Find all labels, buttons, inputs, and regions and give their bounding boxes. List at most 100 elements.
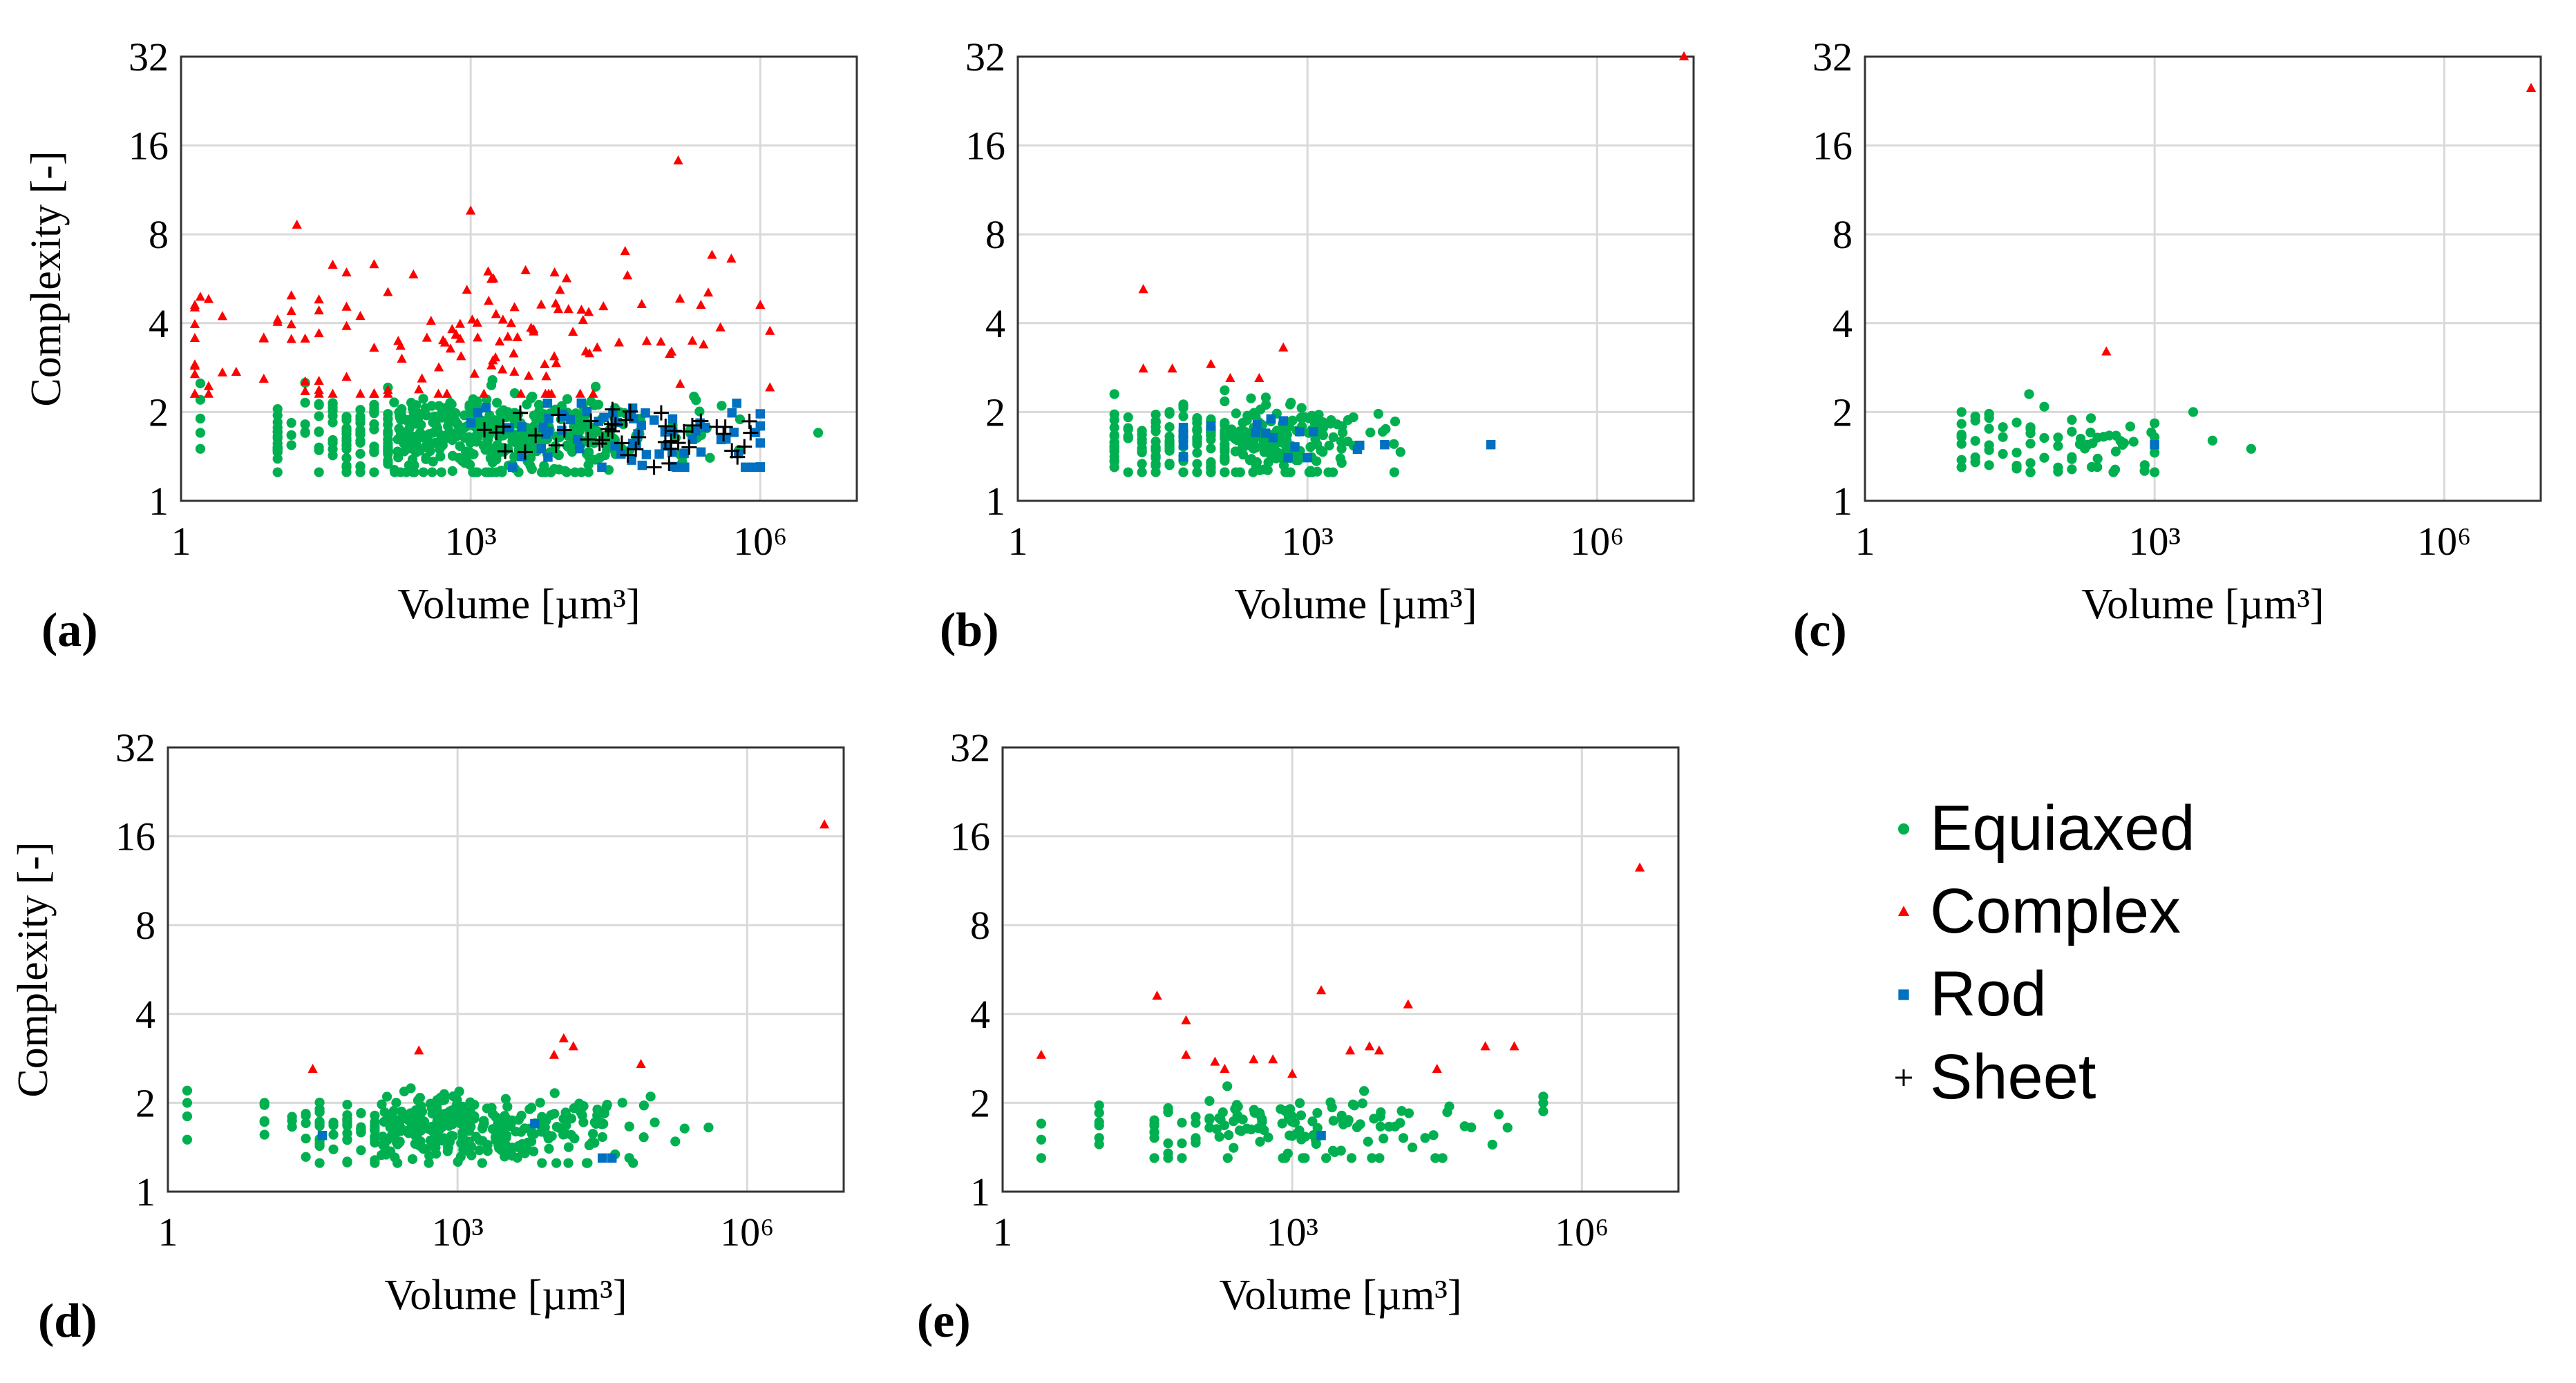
data-point [724,443,740,459]
data-point [748,462,757,473]
data-point [650,1117,660,1127]
legend-item-equiaxed: Equiaxed [1897,793,2195,864]
data-point [369,467,379,477]
data-point [2110,446,2121,457]
data-point [1328,1116,1338,1126]
data-point [1357,1098,1367,1109]
data-point [441,409,452,419]
data-point [1234,432,1244,443]
data-point [425,446,435,457]
data-point [397,404,407,414]
data-point [466,418,476,428]
data-point [1238,417,1248,428]
x-tick-label: 1 [1008,519,1028,564]
data-point [286,319,296,329]
data-point [1328,432,1338,443]
data-point [195,378,206,389]
series-equiaxed [1036,1081,1549,1163]
data-point [654,449,664,459]
data-point [473,432,483,443]
data-point [498,1147,509,1157]
data-point [445,343,456,353]
data-point [1367,1153,1377,1163]
data-point [516,1110,527,1121]
data-point [813,428,824,438]
data-point [1192,432,1202,443]
data-point [1364,1041,1375,1051]
data-point [317,1130,328,1141]
data-point [726,254,737,263]
data-point [189,318,200,328]
data-point [1271,453,1281,464]
data-point [540,388,551,398]
data-point [328,403,338,413]
data-point [1036,1134,1047,1145]
y-tick-label: 32 [950,725,990,770]
data-point [395,1126,406,1136]
data-point [1181,1049,1191,1059]
y-tick-label: 1 [985,479,1005,524]
data-point [578,1117,589,1127]
data-point [590,381,601,392]
data-point [1303,452,1312,463]
data-point [412,1131,422,1141]
plot-frame [167,746,845,1193]
data-point [631,429,647,445]
data-point [300,419,310,430]
data-point [486,274,497,283]
data-point [479,388,489,398]
data-point [661,455,677,471]
data-point [1343,414,1354,426]
data-point [447,466,457,476]
data-point [562,441,573,452]
data-point [383,287,393,296]
data-point [675,379,685,388]
series-sheet [477,401,759,475]
data-point [1123,424,1133,435]
data-point [1192,448,1202,458]
data-point [328,417,338,428]
data-point [1430,1153,1441,1163]
data-point [2067,414,2077,425]
data-point [543,452,553,462]
data-point [548,437,564,453]
data-point [2053,432,2063,443]
data-point [370,1117,380,1127]
data-point [2067,464,2077,475]
data-point [2053,462,2063,473]
panel-label: (e) [917,1295,971,1348]
data-point [1109,414,1119,426]
plot-frame [1864,55,2542,502]
series-complex [307,819,830,1073]
data-point [341,452,352,464]
data-point [628,441,644,457]
data-point [618,412,634,428]
data-point [1220,467,1230,477]
data-point [2092,432,2103,443]
data-point [1234,1125,1245,1136]
data-point [1502,1123,1513,1133]
data-point [1222,1153,1233,1163]
data-point [314,1116,325,1127]
panel-label: (c) [1793,604,1847,657]
data-point [1336,436,1347,447]
data-point [195,428,206,438]
data-point [370,1124,380,1134]
data-point [622,270,633,280]
data-point [300,385,310,395]
data-point [428,412,439,422]
data-point [1251,442,1261,453]
data-point [453,1156,463,1167]
data-point [1311,1138,1321,1150]
data-point [1094,1100,1104,1111]
data-point [383,459,393,469]
data-point [765,325,775,335]
data-point [1206,443,1216,454]
data-point [314,1138,325,1149]
data-point [465,1097,475,1107]
data-point [203,381,214,390]
series-equiaxed [1109,385,1405,477]
data-point [1204,1096,1215,1106]
data-point [540,1122,550,1133]
data-point [549,1088,560,1098]
